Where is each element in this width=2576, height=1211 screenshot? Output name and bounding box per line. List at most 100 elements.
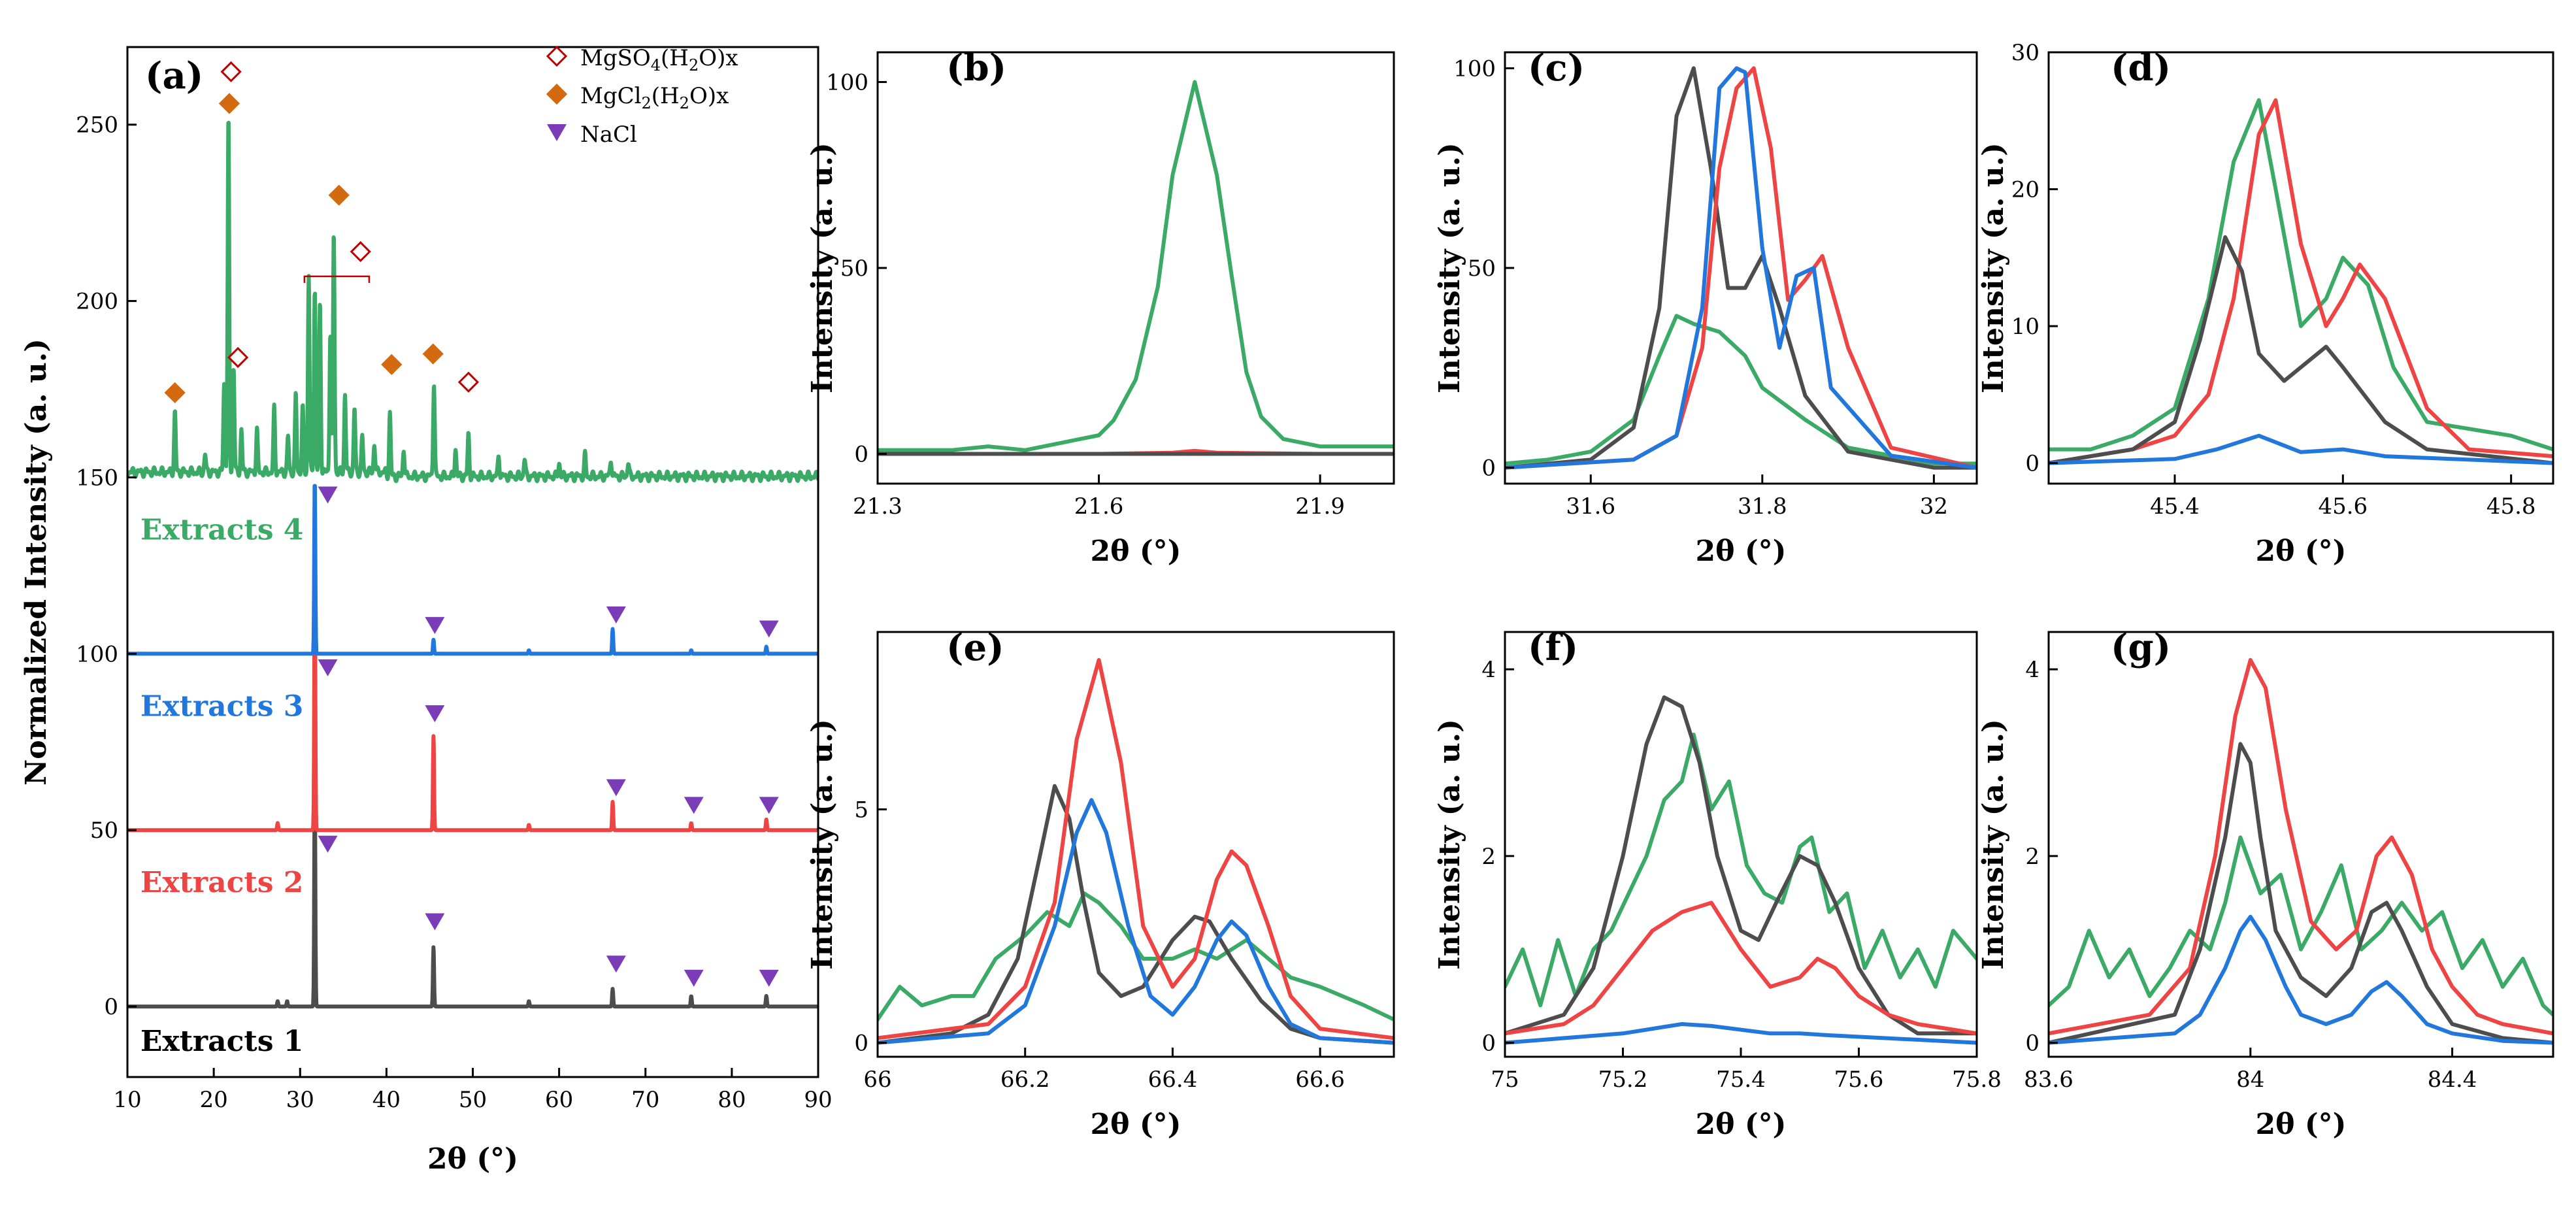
- y-tick-label: 0: [2025, 451, 2039, 477]
- y-axis-label: Intensity (a. u.): [1433, 719, 1466, 970]
- x-axis-label: 2θ (°): [1091, 1108, 1181, 1141]
- series-line-extracts-1: [1505, 66, 1977, 470]
- y-tick-label: 0: [104, 994, 118, 1020]
- x-tick-label: 50: [459, 1087, 487, 1113]
- legend-mgcl2-icon: [546, 83, 568, 105]
- mgso4-marker: [220, 61, 242, 82]
- plot-frame: [2047, 631, 2554, 1058]
- mgcl2-marker: [218, 93, 240, 114]
- nacl-marker: [318, 835, 338, 853]
- plot-frame: [876, 631, 1395, 1058]
- series-line-extracts-3: [2049, 433, 2553, 465]
- y-tick-label: 100: [76, 641, 118, 667]
- x-tick-label: 83.6: [2024, 1067, 2073, 1093]
- y-tick-label: 4: [2025, 657, 2039, 683]
- legend-label: MgCl2(H2O)x: [580, 83, 729, 112]
- nacl-marker: [759, 797, 779, 814]
- x-tick-label: 75.2: [1598, 1067, 1648, 1093]
- nacl-marker: [759, 969, 779, 987]
- series-label: Extracts 1: [140, 1025, 304, 1058]
- series-line-extracts-4: [1505, 314, 1977, 466]
- panel-label: (b): [946, 46, 1006, 90]
- x-tick-label: 80: [718, 1087, 746, 1113]
- legend-mgso4-icon: [546, 45, 568, 67]
- x-axis-label: 2θ (°): [2256, 1108, 2347, 1141]
- series-line-extracts-1: [127, 789, 818, 1009]
- y-axis-label: Intensity (a. u.): [806, 142, 839, 393]
- series-line-extracts-3: [878, 798, 1394, 1045]
- panel-b: 21.3 21.6 21.9 0 50 100 2θ (°) Intensity (a. u.…: [806, 46, 1395, 568]
- nacl-marker: [425, 705, 445, 723]
- x-tick-label: 75: [1491, 1067, 1519, 1093]
- series-line-extracts-1: [878, 784, 1394, 1045]
- mgcl2-marker: [422, 343, 444, 365]
- series-line-extracts-4: [2049, 98, 2553, 452]
- x-tick-label: 66.6: [1295, 1067, 1345, 1093]
- peak-bracket: [303, 275, 371, 283]
- panel-label: (e): [946, 626, 1004, 669]
- plot-frame: [2047, 51, 2554, 485]
- series-label: Extracts 2: [140, 866, 304, 899]
- series-line-extracts-4: [2049, 835, 2553, 1017]
- legend-nacl-icon: [547, 124, 567, 141]
- x-axis-label: 2θ (°): [427, 1142, 518, 1176]
- x-tick-label: 30: [286, 1087, 314, 1113]
- series-line-extracts-4: [127, 120, 818, 484]
- series-line-extracts-4: [1505, 733, 1977, 1008]
- y-tick-label: 0: [854, 441, 868, 467]
- y-tick-label: 0: [2025, 1031, 2039, 1057]
- mgso4-marker: [457, 371, 480, 393]
- y-tick-label: 4: [1481, 657, 1496, 683]
- x-tick-label: 40: [372, 1087, 401, 1113]
- nacl-marker: [684, 969, 704, 987]
- mgso4-marker: [227, 346, 249, 369]
- plot-frame: [1504, 51, 1978, 485]
- y-tick-label: 250: [76, 112, 118, 139]
- y-axis-label: Intensity (a. u.): [1977, 142, 2010, 393]
- x-tick-label: 75.4: [1716, 1067, 1766, 1093]
- mgso4-marker: [350, 241, 371, 263]
- series-line-extracts-3: [1505, 66, 1977, 470]
- x-tick-label: 84: [2236, 1067, 2264, 1093]
- y-tick-label: 2: [1481, 844, 1496, 870]
- panel-label: (c): [1528, 46, 1585, 90]
- x-tick-label: 66.2: [1000, 1067, 1050, 1093]
- plot-frame: [126, 46, 819, 1078]
- series-line-extracts-4: [878, 891, 1394, 1021]
- plot-frame: [876, 51, 1395, 485]
- x-tick-label: 66.4: [1148, 1067, 1198, 1093]
- y-tick-label: 150: [76, 465, 118, 491]
- series-line-extracts-3: [127, 484, 818, 656]
- nacl-marker: [425, 913, 445, 931]
- x-tick-label: 20: [199, 1087, 227, 1113]
- x-tick-label: 21.6: [1074, 493, 1124, 520]
- nacl-marker: [606, 779, 626, 797]
- series-line-extracts-2: [1505, 901, 1977, 1036]
- y-tick-label: 10: [2011, 314, 2039, 340]
- series-line-extracts-2: [1505, 66, 1977, 470]
- panel-a: 10 20 30 40 50 60 70 80 90 0 50 100 150 200 250 2θ (°) N…: [20, 45, 833, 1176]
- x-tick-label: 60: [545, 1087, 573, 1113]
- y-axis-label: Intensity (a. u.): [1433, 142, 1466, 393]
- x-tick-label: 66: [863, 1067, 891, 1093]
- y-tick-label: 20: [2011, 177, 2039, 203]
- x-axis-label: 2θ (°): [1696, 535, 1787, 568]
- y-tick-label: 5: [854, 797, 868, 823]
- nacl-marker: [425, 617, 445, 635]
- panel-c: 31.6 31.8 32 0 50 100 2θ (°) Intensity (a. u.) (…: [1433, 46, 1978, 568]
- nacl-marker: [684, 797, 704, 814]
- x-tick-label: 32: [1920, 493, 1948, 520]
- x-tick-label: 45.6: [2318, 493, 2368, 520]
- y-tick-label: 0: [1481, 1031, 1496, 1057]
- x-tick-label: 21.9: [1295, 493, 1345, 520]
- series-line-extracts-3: [2049, 914, 2553, 1045]
- series-label: Extracts 4: [140, 513, 304, 546]
- x-tick-label: 84.4: [2428, 1067, 2477, 1093]
- nacl-marker: [759, 620, 779, 638]
- y-axis-label: Intensity (a. u.): [806, 719, 839, 970]
- nacl-marker: [606, 955, 626, 973]
- x-axis-label: 2θ (°): [1091, 535, 1181, 568]
- y-tick-label: 2: [2025, 844, 2039, 870]
- x-tick-label: 45.4: [2150, 493, 2200, 520]
- x-tick-label: 75.8: [1952, 1067, 2002, 1093]
